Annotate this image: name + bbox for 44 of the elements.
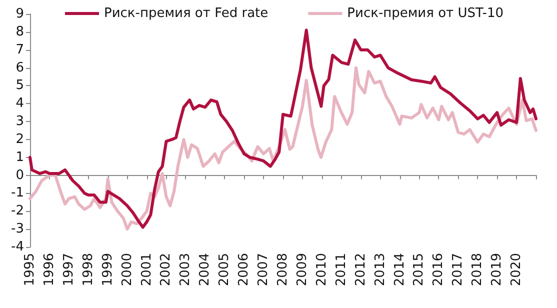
y-tick-label: 9 bbox=[16, 6, 24, 22]
x-tick-label: 2010 bbox=[314, 253, 330, 286]
x-tick-label: 1999 bbox=[100, 253, 116, 286]
y-tick-label: 7 bbox=[16, 42, 24, 58]
y-tick-label: 2 bbox=[16, 132, 24, 147]
x-tick-label: 1995 bbox=[22, 253, 38, 286]
y-tick-label: 3 bbox=[16, 114, 24, 130]
y-tick-label: 8 bbox=[16, 24, 24, 40]
x-tick-label: 1996 bbox=[42, 253, 57, 286]
x-tick-label: 2009 bbox=[294, 253, 310, 286]
x-tick-label: 2001 bbox=[139, 253, 154, 286]
line-series bbox=[28, 28, 538, 229]
x-tick-label: 2015 bbox=[412, 253, 427, 286]
x-tick-label: 2003 bbox=[178, 253, 194, 286]
y-tick-label: -2 bbox=[11, 204, 24, 219]
x-tick-label: 2008 bbox=[276, 253, 290, 286]
y-tick-label: -1 bbox=[11, 186, 24, 201]
x-tick-label: 2007 bbox=[256, 253, 272, 286]
x-tick-label: 2004 bbox=[198, 253, 213, 286]
x-tick-label: 2013 bbox=[372, 253, 388, 286]
x-tick-label: 2019 bbox=[490, 253, 505, 286]
legend-label: Риск-премия от Fed rate bbox=[104, 6, 268, 21]
x-tick-label: 2006 bbox=[236, 253, 252, 286]
x-tick-label: 2017 bbox=[450, 253, 466, 286]
x-tick-label: 2018 bbox=[470, 253, 486, 286]
x-tick-label: 2016 bbox=[431, 253, 446, 286]
x-tick-label: 2002 bbox=[158, 253, 174, 286]
y-tick-label: 4 bbox=[16, 96, 24, 112]
y-tick-label: 1 bbox=[16, 150, 24, 165]
y-tick-label: 0 bbox=[16, 168, 24, 183]
line-series bbox=[28, 66, 538, 231]
x-tick-label: 1998 bbox=[80, 253, 96, 286]
x-tick-label: 1997 bbox=[61, 253, 76, 286]
x-tick-label: 2011 bbox=[334, 253, 349, 286]
x-tick-label: 2005 bbox=[217, 253, 232, 286]
x-tick-label: 2020 bbox=[509, 253, 524, 286]
y-tick-label: 5 bbox=[16, 78, 24, 94]
x-tick-label: 2000 bbox=[120, 253, 135, 286]
x-tick-label: 2014 bbox=[392, 253, 408, 286]
x-tick-label: 2012 bbox=[353, 253, 368, 286]
y-tick-label: -4 bbox=[11, 240, 24, 254]
y-tick-label: -3 bbox=[11, 222, 24, 237]
legend-label: Риск-премия от UST-10 bbox=[347, 6, 504, 21]
y-tick-label: 6 bbox=[16, 60, 24, 76]
